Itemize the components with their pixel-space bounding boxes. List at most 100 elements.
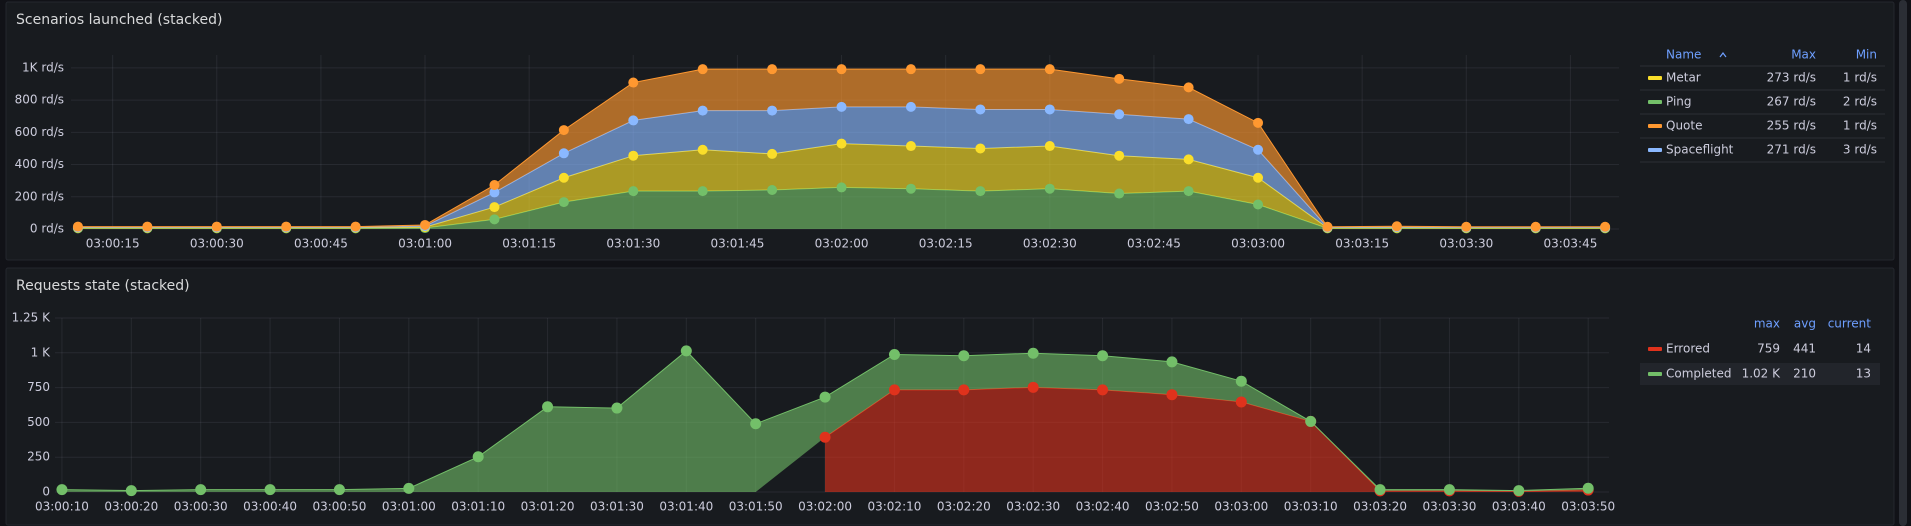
data-point bbox=[1183, 186, 1194, 197]
data-point bbox=[403, 482, 415, 494]
legend-header: avg bbox=[1794, 317, 1816, 331]
data-point bbox=[1027, 381, 1039, 393]
y-tick-label: 200 rd/s bbox=[15, 189, 64, 203]
x-tick-label: 03:01:15 bbox=[502, 237, 556, 251]
data-point bbox=[697, 105, 708, 116]
data-point bbox=[211, 221, 222, 232]
series-area bbox=[77, 69, 1606, 228]
data-point bbox=[1582, 482, 1594, 494]
data-point bbox=[1114, 109, 1125, 120]
legend-value: 14 bbox=[1856, 342, 1871, 356]
x-tick-label: 03:02:00 bbox=[815, 237, 869, 251]
series-area bbox=[825, 387, 1589, 492]
legend-swatch bbox=[1648, 100, 1662, 104]
data-point bbox=[264, 484, 276, 496]
data-point bbox=[1235, 396, 1247, 408]
legend-label: Quote bbox=[1666, 119, 1702, 133]
data-point bbox=[1027, 347, 1039, 359]
y-tick-label: 0 bbox=[42, 485, 50, 499]
data-point bbox=[420, 219, 431, 230]
y-tick-label: 1K rd/s bbox=[22, 60, 64, 74]
data-point bbox=[56, 484, 68, 496]
legend-swatch bbox=[1648, 148, 1662, 152]
data-point bbox=[836, 138, 847, 149]
scrollbar[interactable] bbox=[1899, 0, 1907, 526]
data-point bbox=[1461, 221, 1472, 232]
data-point bbox=[72, 221, 83, 232]
x-tick-label: 03:01:30 bbox=[590, 500, 644, 514]
x-tick-label: 03:02:45 bbox=[1127, 237, 1181, 251]
legend-label: Completed bbox=[1666, 367, 1731, 381]
legend-label: Errored bbox=[1666, 342, 1710, 356]
data-point bbox=[1166, 356, 1178, 368]
x-tick-label: 03:00:10 bbox=[35, 500, 89, 514]
data-point bbox=[958, 384, 970, 396]
x-tick-label: 03:01:40 bbox=[659, 500, 713, 514]
data-point bbox=[888, 348, 900, 360]
data-point bbox=[1114, 150, 1125, 161]
data-point bbox=[767, 185, 778, 196]
y-tick-label: 800 rd/s bbox=[15, 93, 64, 107]
data-point bbox=[958, 350, 970, 362]
data-point bbox=[542, 401, 554, 413]
x-tick-label: 03:01:50 bbox=[729, 500, 783, 514]
x-tick-label: 03:03:50 bbox=[1561, 500, 1615, 514]
legend-value: 13 bbox=[1856, 367, 1871, 381]
legend-value: 255 rd/s bbox=[1767, 119, 1816, 133]
legend-label: Metar bbox=[1666, 71, 1701, 85]
x-tick-label: 03:03:30 bbox=[1422, 500, 1476, 514]
data-point bbox=[558, 172, 569, 183]
x-tick-label: 03:00:20 bbox=[104, 500, 158, 514]
x-tick-label: 03:01:00 bbox=[398, 237, 452, 251]
legend-swatch bbox=[1648, 372, 1662, 376]
data-point bbox=[125, 485, 137, 497]
x-tick-label: 03:02:00 bbox=[798, 500, 852, 514]
sort-arrow bbox=[1719, 52, 1727, 58]
data-point bbox=[628, 115, 639, 126]
data-point bbox=[472, 451, 484, 463]
data-point bbox=[697, 186, 708, 197]
data-point bbox=[697, 64, 708, 75]
panel-title: Scenarios launched (stacked) bbox=[16, 12, 222, 28]
data-point bbox=[1044, 104, 1055, 115]
data-point bbox=[350, 221, 361, 232]
y-tick-label: 250 bbox=[27, 450, 50, 464]
data-point bbox=[975, 64, 986, 75]
legend-value: 759 bbox=[1757, 342, 1780, 356]
y-tick-label: 0 rd/s bbox=[30, 222, 64, 236]
data-point bbox=[1183, 154, 1194, 165]
data-point bbox=[281, 221, 292, 232]
x-tick-label: 03:02:40 bbox=[1076, 500, 1130, 514]
data-point bbox=[1235, 375, 1247, 387]
data-point bbox=[905, 101, 916, 112]
data-point bbox=[975, 104, 986, 115]
data-point bbox=[1253, 144, 1264, 155]
y-tick-label: 600 rd/s bbox=[15, 125, 64, 139]
data-point bbox=[489, 202, 500, 213]
data-point bbox=[1374, 484, 1386, 496]
data-point bbox=[905, 64, 916, 75]
data-point bbox=[680, 345, 692, 357]
legend-value: 441 bbox=[1793, 342, 1816, 356]
x-tick-label: 03:00:50 bbox=[312, 500, 366, 514]
legend-header: Max bbox=[1791, 48, 1816, 62]
x-tick-label: 03:02:15 bbox=[919, 237, 973, 251]
data-point bbox=[888, 384, 900, 396]
x-tick-label: 03:00:30 bbox=[190, 237, 244, 251]
data-point bbox=[1253, 199, 1264, 210]
data-point bbox=[1600, 221, 1611, 232]
data-point bbox=[1114, 73, 1125, 84]
data-point bbox=[1097, 350, 1109, 362]
data-point bbox=[905, 183, 916, 194]
x-tick-label: 03:02:30 bbox=[1023, 237, 1077, 251]
x-tick-label: 03:02:20 bbox=[937, 500, 991, 514]
data-point bbox=[628, 186, 639, 197]
data-point bbox=[1166, 389, 1178, 401]
data-point bbox=[142, 221, 153, 232]
data-point bbox=[1044, 141, 1055, 152]
data-point bbox=[489, 180, 500, 191]
data-point bbox=[1253, 117, 1264, 128]
data-point bbox=[1044, 183, 1055, 194]
data-point bbox=[767, 105, 778, 116]
